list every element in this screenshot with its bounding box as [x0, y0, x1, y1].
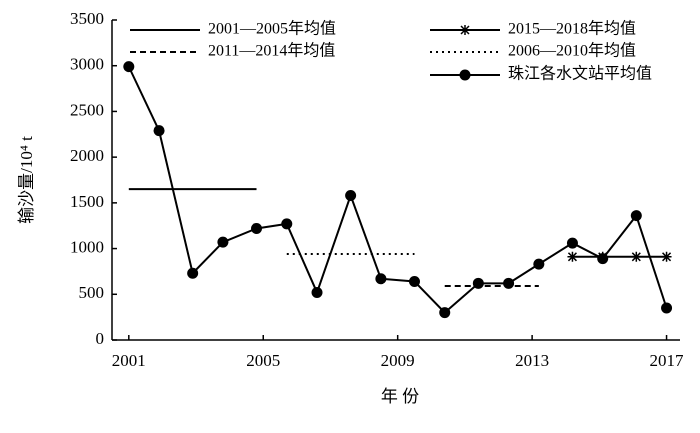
legend-marker: [459, 69, 471, 81]
point: [311, 286, 323, 298]
point: [345, 190, 357, 202]
x-tick-label: 2013: [515, 351, 549, 370]
y-tick-label: 2500: [70, 100, 104, 119]
legend-label: 2011—2014年均值: [208, 42, 335, 60]
legend-label: 2001—2005年均值: [208, 20, 336, 38]
point: [251, 222, 263, 234]
point: [631, 251, 642, 262]
point: [375, 273, 387, 285]
point: [503, 277, 515, 289]
legend-label: 2015—2018年均值: [508, 20, 636, 38]
x-tick-label: 2001: [112, 351, 146, 370]
point: [281, 218, 293, 230]
point: [408, 275, 420, 287]
legend-marker: [460, 25, 470, 35]
y-tick-label: 3500: [70, 9, 104, 28]
point: [533, 258, 545, 270]
y-tick-label: 500: [79, 283, 105, 302]
point: [661, 302, 673, 314]
series-line: [127, 66, 668, 314]
y-tick-label: 1000: [70, 237, 104, 256]
x-tick-label: 2009: [381, 351, 415, 370]
y-axis-label: 输沙量/10⁴ t: [17, 136, 36, 224]
point: [439, 307, 451, 319]
y-tick-label: 3000: [70, 55, 104, 74]
point: [123, 61, 135, 73]
legend-label: 珠江各水文站平均值: [508, 65, 652, 83]
point: [630, 210, 642, 222]
point: [567, 251, 578, 262]
x-axis-label: 年 份: [381, 387, 419, 406]
point: [566, 237, 578, 249]
point: [187, 267, 199, 279]
point: [597, 253, 609, 265]
y-tick-label: 1500: [70, 192, 104, 211]
point: [153, 125, 165, 137]
point: [217, 236, 229, 248]
point: [472, 277, 484, 289]
legend-label: 2006—2010年均值: [508, 42, 636, 60]
y-tick-label: 2000: [70, 146, 104, 165]
y-tick-label: 0: [96, 329, 105, 348]
x-tick-label: 2017: [650, 351, 685, 370]
point: [661, 251, 672, 262]
x-tick-label: 2005: [246, 351, 280, 370]
